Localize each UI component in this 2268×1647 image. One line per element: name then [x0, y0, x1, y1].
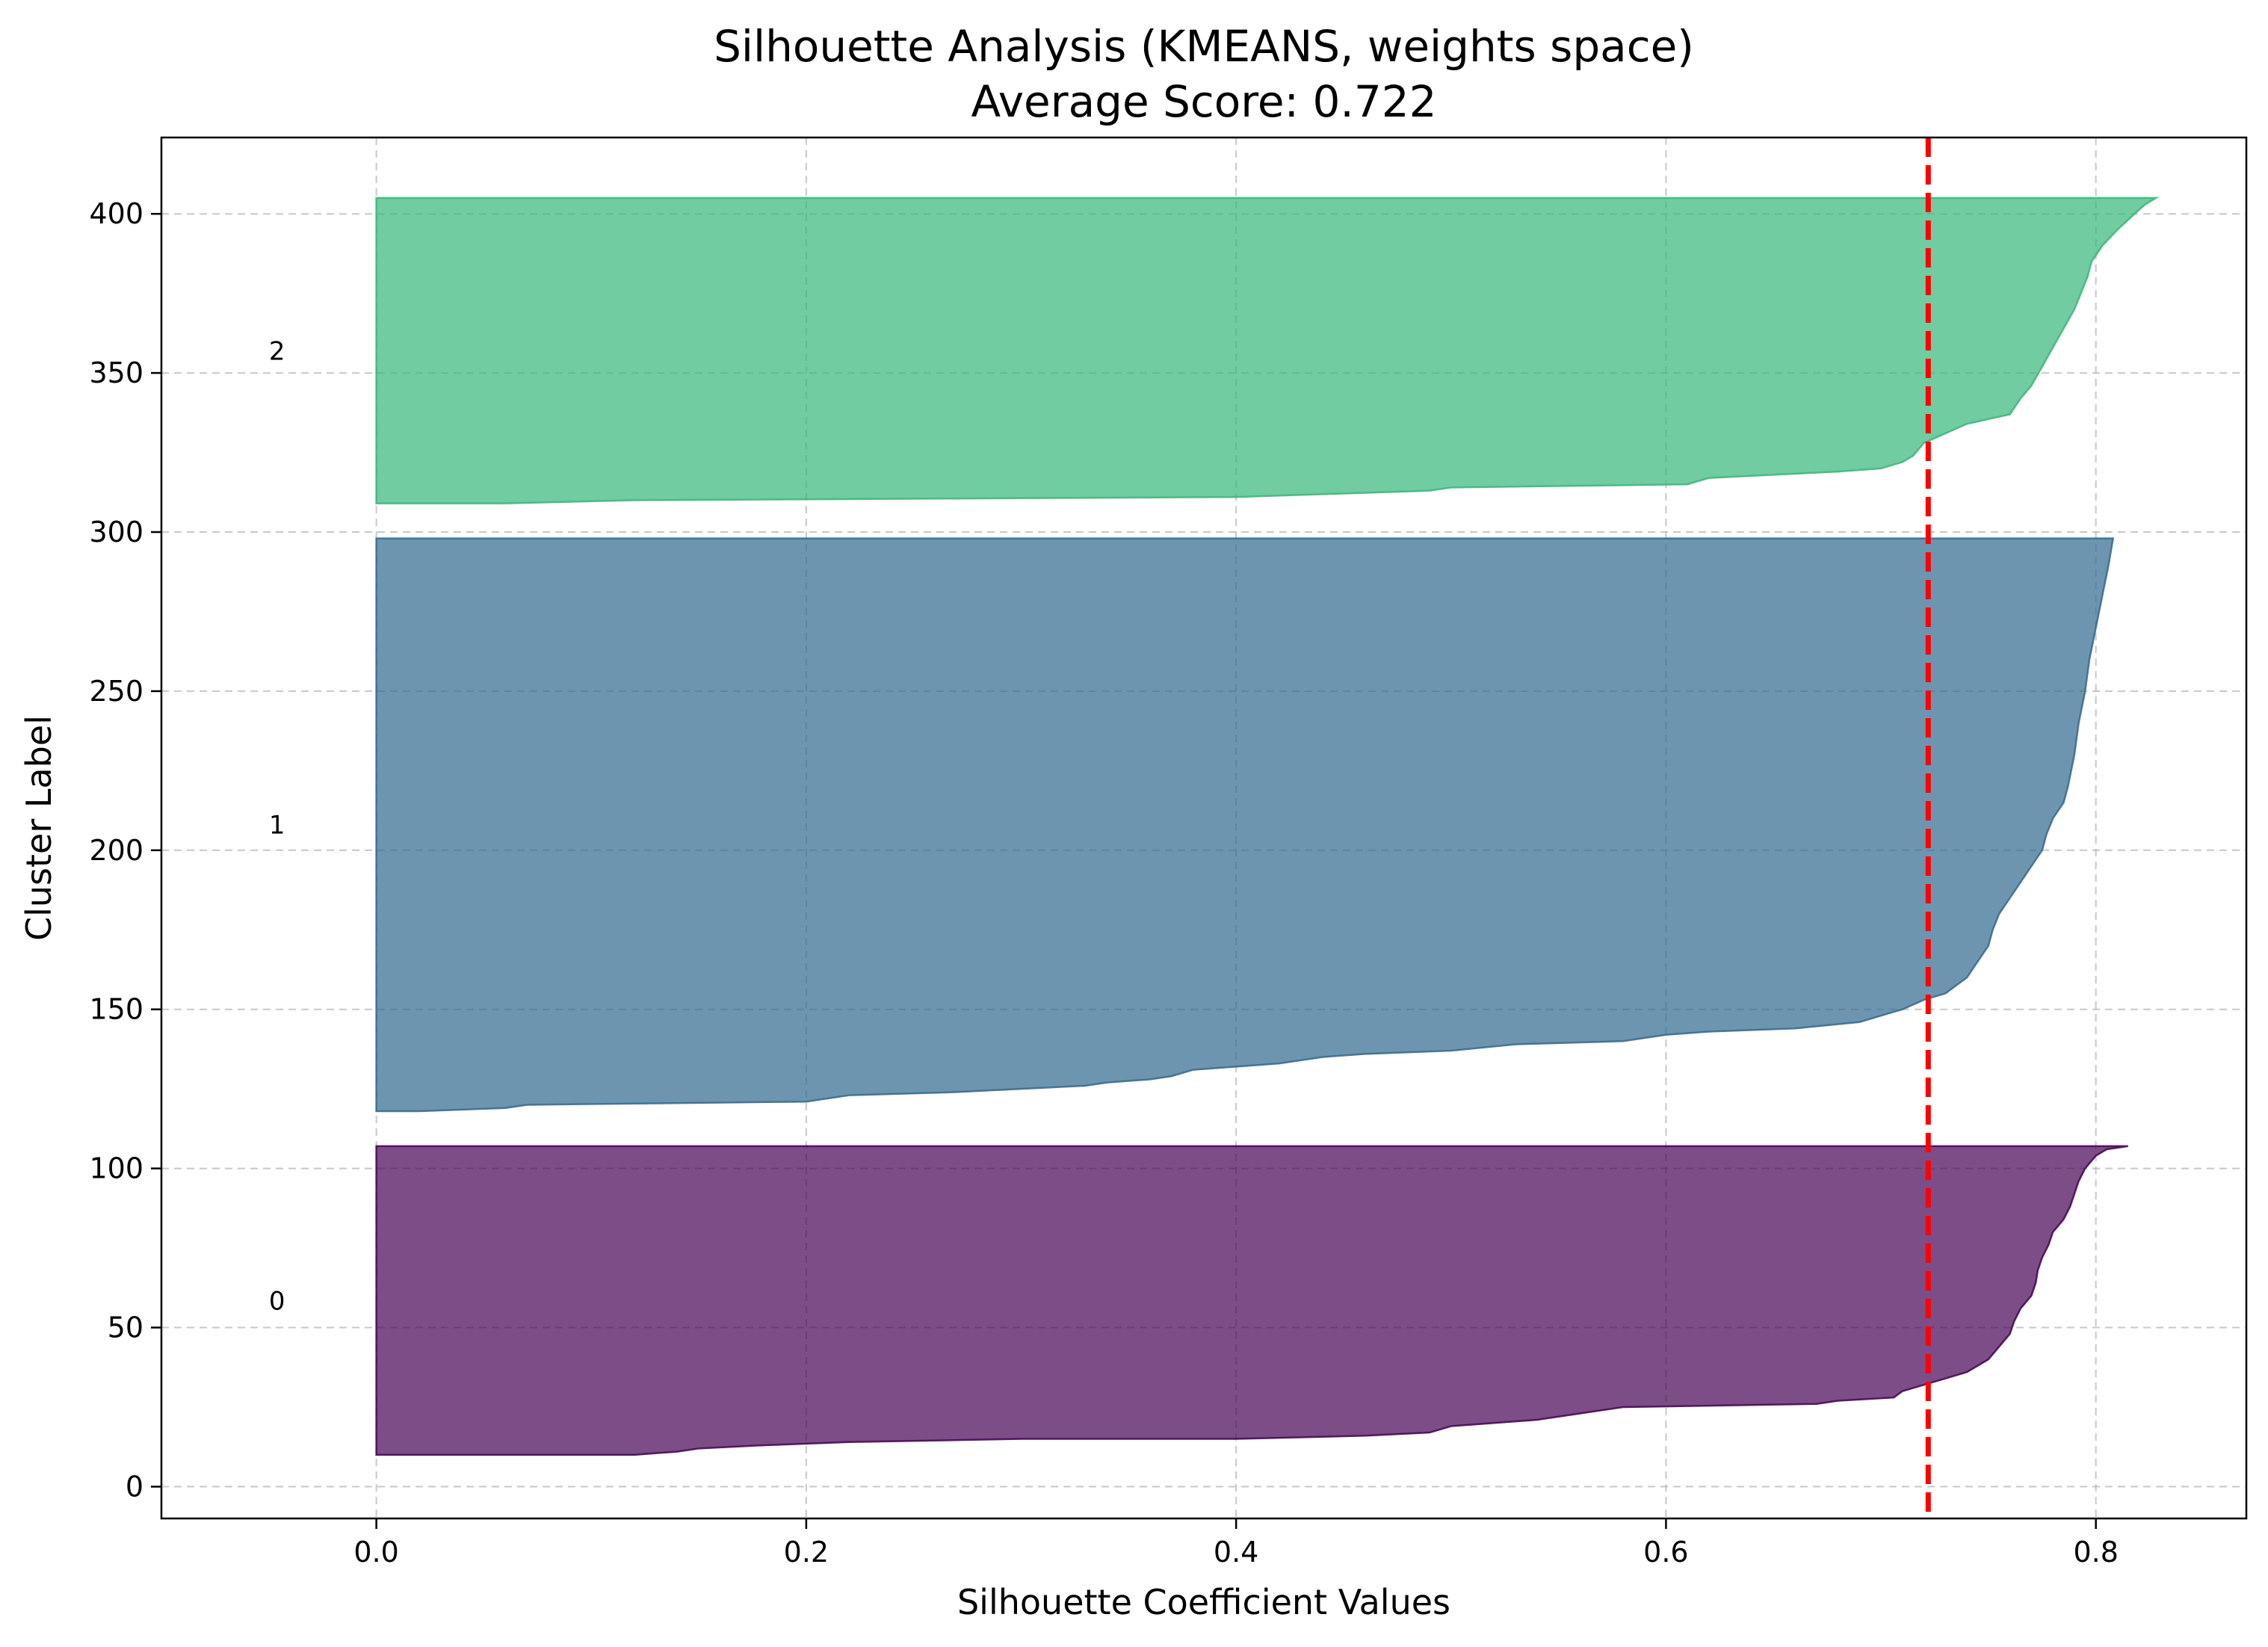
- y-tick-label-4: 200: [89, 834, 143, 867]
- y-tick-label-5: 250: [89, 675, 143, 708]
- cluster-2-area: [375, 197, 2160, 504]
- cluster-areas: [375, 197, 2160, 1456]
- y-tick-label-8: 400: [89, 197, 143, 230]
- y-tick-label-2: 100: [89, 1152, 143, 1185]
- x-tick-label-2: 0.4: [1214, 1536, 1258, 1569]
- x-tick-label-1: 0.2: [784, 1536, 829, 1569]
- y-axis-label: Cluster Label: [19, 715, 59, 941]
- plot-frame: [160, 136, 2248, 1520]
- x-axis-label: Silhouette Coefficient Values: [957, 1582, 1450, 1622]
- cluster-1-area: [375, 537, 2115, 1113]
- y-tick-label-7: 350: [89, 356, 143, 389]
- cluster-0-area: [375, 1145, 2128, 1456]
- tick-layer: 0.0 0.2 0.4 0.6 0.8 0 50 100 150 200 250 300 350 400: [89, 197, 2118, 1569]
- x-tick-label-0: 0.0: [353, 1536, 398, 1569]
- chart-title-line1: Silhouette Analysis (KMEANS, weights spa…: [714, 21, 1694, 72]
- x-tick-label-3: 0.6: [1643, 1536, 1688, 1569]
- cluster-0-label: 0: [269, 1286, 285, 1316]
- y-tick-label-0: 0: [126, 1470, 143, 1503]
- chart-title-line2: Average Score: 0.722: [971, 76, 1436, 127]
- cluster-1-label: 1: [269, 811, 285, 841]
- y-tick-label-3: 150: [89, 993, 143, 1026]
- y-tick-label-1: 50: [108, 1311, 143, 1344]
- cluster-labels: 0 1 2: [269, 336, 285, 1316]
- y-tick-label-6: 300: [89, 516, 143, 549]
- cluster-2-label: 2: [269, 336, 285, 366]
- x-tick-label-4: 0.8: [2073, 1536, 2118, 1569]
